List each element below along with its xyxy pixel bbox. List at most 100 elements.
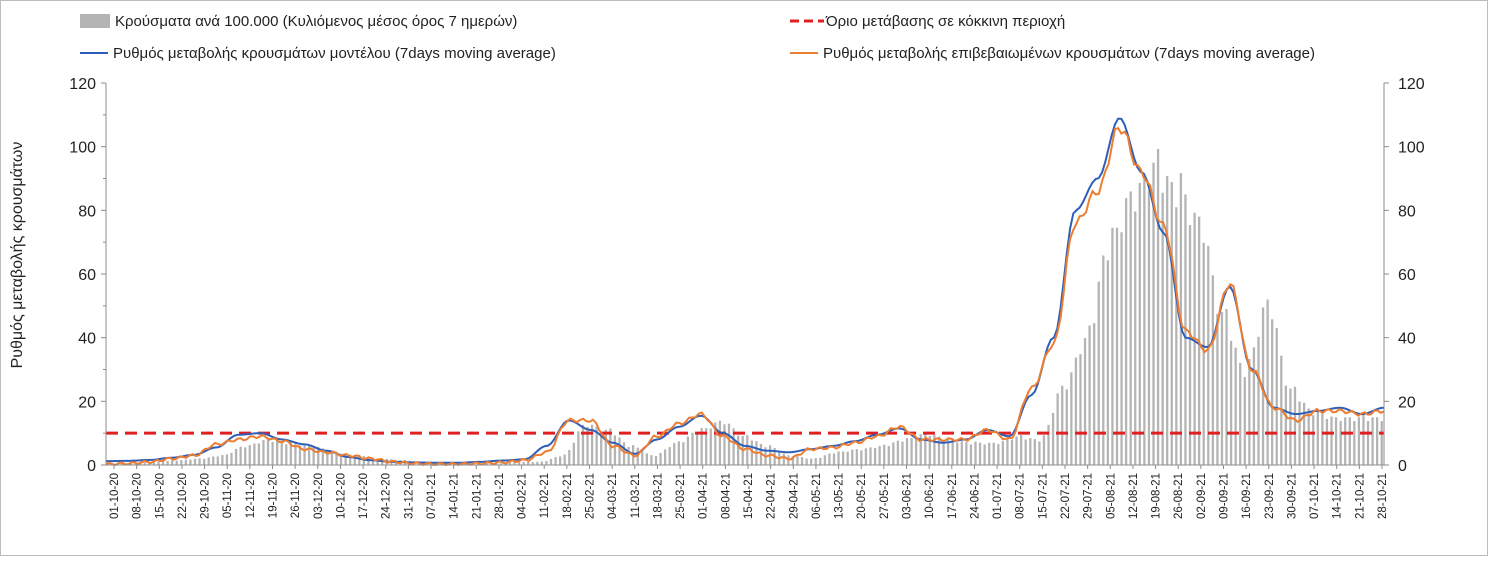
bar (832, 453, 836, 465)
bar (1357, 417, 1361, 465)
bar (262, 440, 265, 465)
legend-label-threshold: Όριο μετάβασης σε κόκκινη περιοχή (825, 13, 1065, 30)
bar (1042, 435, 1046, 465)
bar (198, 458, 201, 465)
bar (933, 434, 936, 465)
bar (1243, 377, 1246, 465)
bar (1029, 438, 1032, 465)
bar (1275, 328, 1278, 465)
bar (1061, 385, 1064, 465)
legend-swatch-bars (80, 14, 110, 28)
bar (686, 436, 690, 465)
bar (590, 424, 594, 465)
bar (271, 441, 274, 465)
bar (700, 428, 703, 465)
bar (230, 452, 233, 465)
bar (303, 444, 306, 465)
bar (371, 457, 375, 465)
y-tick-label-right: 0 (1398, 458, 1407, 475)
bar (257, 443, 261, 465)
x-tick-label: 22-04-21 (766, 473, 778, 519)
bar (161, 461, 165, 465)
bar (851, 449, 854, 465)
bar (942, 440, 945, 465)
bar (367, 457, 370, 465)
bar (910, 438, 913, 465)
legend-label-bars: Κρούσματα ανά 100.000 (Κυλιόμενος μέσος … (115, 13, 517, 30)
x-tick-label: 25-03-21 (675, 473, 687, 519)
x-tick-label: 14-01-21 (449, 473, 461, 519)
x-tick-label: 07-10-21 (1309, 473, 1321, 519)
bar (485, 463, 489, 465)
x-tick-label: 07-01-21 (426, 473, 438, 519)
bar (960, 441, 963, 465)
bar (285, 444, 288, 465)
bar (349, 454, 352, 465)
bar (499, 463, 502, 465)
bar (193, 458, 197, 465)
x-tick-label: 09-09-21 (1219, 473, 1231, 519)
x-tick-label: 01-04-21 (698, 473, 710, 519)
x-tick-label: 29-07-21 (1083, 473, 1095, 519)
bar (887, 446, 890, 465)
bar (143, 462, 146, 465)
x-tick-label: 11-03-21 (630, 473, 642, 518)
bar (1207, 245, 1210, 465)
bar (1033, 439, 1036, 465)
bar (883, 444, 886, 465)
bar (682, 442, 685, 465)
bar (1330, 416, 1333, 465)
bar (549, 458, 553, 465)
bar (969, 444, 973, 465)
x-tick-label: 16-09-21 (1241, 473, 1253, 519)
bar (1293, 386, 1297, 465)
x-tick-label: 14-10-21 (1332, 473, 1344, 519)
x-tick-label: 05-11-20 (222, 473, 234, 518)
bar (1266, 299, 1269, 465)
bars-layer (107, 149, 1383, 466)
bar (339, 453, 343, 465)
x-tick-label: 28-01-21 (494, 473, 506, 519)
legend-item-model: Ρυθμός μεταβολής κρουσμάτων μοντέλου (7d… (80, 45, 556, 62)
bar (837, 451, 840, 465)
bar (878, 445, 881, 465)
y-tick-label-left: 80 (78, 203, 96, 220)
x-tick-label: 10-06-21 (924, 473, 936, 519)
bar (266, 438, 270, 465)
bar (1298, 401, 1301, 465)
bar (180, 460, 183, 465)
bar (1143, 174, 1146, 465)
bar (1216, 313, 1219, 465)
bar (988, 442, 991, 465)
bar (901, 441, 904, 465)
bar (1124, 198, 1128, 465)
bar (864, 448, 868, 465)
bar (1353, 421, 1356, 465)
bar (184, 459, 188, 465)
bar (709, 428, 712, 465)
bar (353, 456, 356, 465)
bar (1038, 441, 1041, 465)
legend-label-confirmed: Ρυθμός μεταβολής επιβεβαιωμένων κρουσμάτ… (823, 45, 1315, 62)
y-tick-label-left: 100 (69, 140, 96, 157)
x-tick-label: 19-08-21 (1151, 473, 1163, 519)
y-tick-label-right: 120 (1398, 76, 1425, 93)
bar (239, 446, 242, 465)
x-tick-label: 06-05-21 (811, 473, 823, 519)
bar (1307, 408, 1310, 465)
bar (120, 463, 124, 465)
y-tick-label-right: 60 (1398, 267, 1416, 284)
bar (841, 451, 845, 465)
bar (225, 454, 229, 465)
bar (641, 451, 644, 465)
bar (1371, 417, 1374, 465)
bar (1348, 417, 1351, 465)
bar (171, 460, 174, 465)
bar (212, 456, 215, 465)
bar (1111, 227, 1114, 465)
bar (554, 457, 557, 465)
bar (1234, 347, 1237, 465)
bar (1070, 372, 1073, 465)
bar (207, 457, 210, 465)
bar (1380, 421, 1383, 465)
